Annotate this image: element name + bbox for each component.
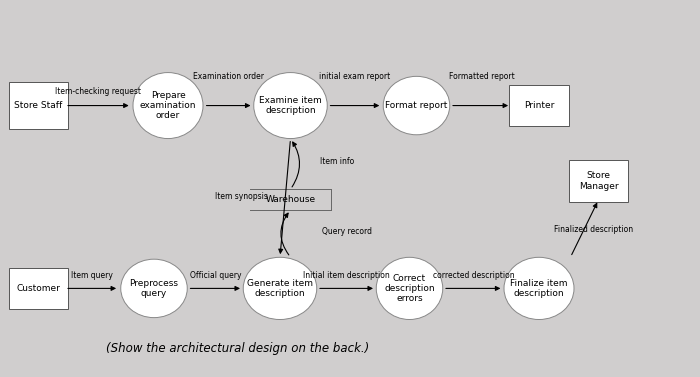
Text: (Show the architectural design on the back.): (Show the architectural design on the ba… bbox=[106, 342, 370, 355]
Ellipse shape bbox=[133, 72, 203, 139]
FancyBboxPatch shape bbox=[8, 82, 68, 129]
Ellipse shape bbox=[384, 76, 449, 135]
Text: Item-checking request: Item-checking request bbox=[55, 87, 141, 96]
FancyBboxPatch shape bbox=[568, 160, 629, 202]
Text: Printer: Printer bbox=[524, 101, 554, 110]
Text: Customer: Customer bbox=[17, 284, 60, 293]
Text: Store
Manager: Store Manager bbox=[579, 171, 618, 191]
Text: initial exam report: initial exam report bbox=[319, 72, 391, 81]
Text: Warehouse: Warehouse bbox=[265, 195, 316, 204]
Text: Correct
description
errors: Correct description errors bbox=[384, 273, 435, 303]
Text: Store Staff: Store Staff bbox=[15, 101, 62, 110]
Text: Query record: Query record bbox=[322, 227, 372, 236]
Text: Official query: Official query bbox=[190, 271, 242, 280]
Text: Generate item
description: Generate item description bbox=[247, 279, 313, 298]
Text: Format report: Format report bbox=[385, 101, 448, 110]
Text: Item query: Item query bbox=[71, 271, 113, 280]
Text: Formatted report: Formatted report bbox=[449, 72, 514, 81]
Text: corrected description: corrected description bbox=[433, 271, 514, 280]
Ellipse shape bbox=[253, 72, 328, 139]
Text: Examination order: Examination order bbox=[193, 72, 264, 81]
Text: Examine item
description: Examine item description bbox=[259, 96, 322, 115]
FancyBboxPatch shape bbox=[8, 268, 68, 309]
Text: Finalized description: Finalized description bbox=[554, 225, 634, 234]
Ellipse shape bbox=[377, 257, 442, 320]
Text: Item synopsis: Item synopsis bbox=[215, 192, 268, 201]
Ellipse shape bbox=[244, 257, 316, 320]
Text: Finalize item
description: Finalize item description bbox=[510, 279, 568, 298]
Ellipse shape bbox=[504, 257, 574, 320]
FancyBboxPatch shape bbox=[510, 85, 568, 126]
Text: Item info: Item info bbox=[320, 157, 354, 166]
Text: Preprocess
query: Preprocess query bbox=[130, 279, 178, 298]
Text: Initial item description: Initial item description bbox=[303, 271, 390, 280]
Text: Prepare
examination
order: Prepare examination order bbox=[140, 90, 196, 121]
Ellipse shape bbox=[120, 259, 188, 317]
